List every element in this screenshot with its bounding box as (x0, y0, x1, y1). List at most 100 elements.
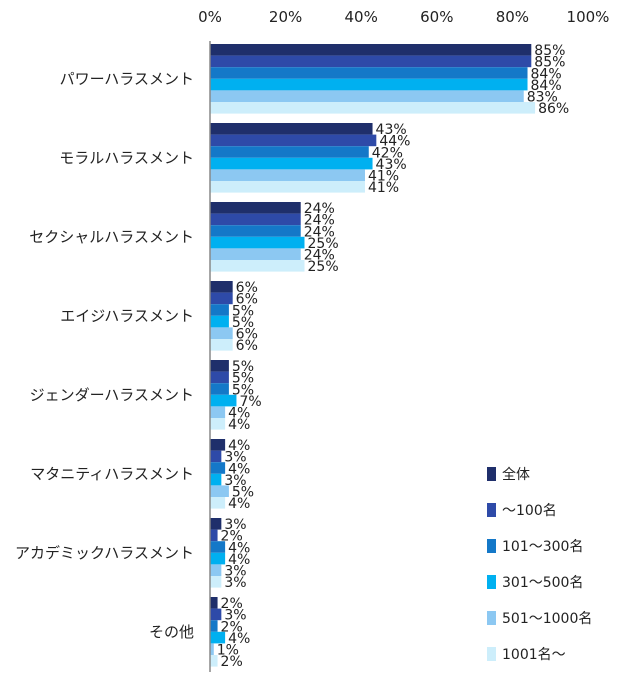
bar (210, 631, 226, 644)
legend-swatch (487, 503, 496, 517)
data-label: 5% (232, 485, 254, 501)
x-tick-label: 40% (345, 8, 378, 26)
data-label: 84% (531, 66, 562, 82)
data-label: 3% (224, 517, 246, 533)
data-label: 24% (304, 224, 335, 240)
data-label: 5% (232, 315, 254, 331)
legend-label: 全体 (502, 466, 530, 483)
x-tick-label: 20% (269, 8, 302, 26)
data-label: 4% (228, 631, 250, 647)
data-label: 4% (228, 406, 250, 422)
bar (210, 406, 226, 418)
x-tick-label: 80% (496, 8, 529, 26)
bar (210, 55, 532, 68)
data-label: 6% (236, 292, 258, 308)
bar (210, 597, 218, 609)
bar (210, 643, 214, 655)
data-label: 83% (527, 90, 558, 106)
bar (210, 236, 305, 249)
x-tick-label: 60% (420, 8, 453, 26)
bar (210, 383, 229, 395)
data-label: 25% (308, 259, 339, 275)
data-label: 44% (379, 134, 410, 150)
bar (210, 450, 222, 463)
data-label: 42% (372, 145, 403, 161)
data-label: 3% (224, 564, 246, 580)
legend-swatch (487, 647, 496, 661)
bar (210, 123, 373, 135)
bar (210, 439, 226, 451)
data-label: 6% (236, 327, 258, 343)
data-label: 41% (368, 169, 399, 185)
bar (210, 576, 222, 588)
bar (210, 202, 301, 214)
bar (210, 78, 528, 91)
legend-label: ～100名 (502, 503, 557, 519)
category-label: パワーハラスメント (60, 70, 194, 88)
data-label: 85% (534, 43, 565, 59)
data-label: 41% (368, 180, 399, 196)
bar (210, 518, 222, 530)
bar (210, 213, 301, 226)
bar (210, 225, 301, 237)
bar (210, 102, 536, 114)
legend-swatch (487, 575, 496, 589)
data-label: 4% (228, 552, 250, 568)
bar-groups (210, 44, 536, 667)
data-label: 24% (304, 248, 335, 264)
bar (210, 304, 229, 316)
legend-label: 501～1000名 (502, 611, 592, 627)
category-label: エイジハラスメント (60, 307, 194, 325)
data-label: 84% (531, 78, 562, 94)
legend-swatch (487, 467, 496, 481)
legend-label: 1001名～ (502, 647, 566, 663)
legend: 全体 ～100名 101～300名 301～500名 501～1000名 1001名～ (487, 466, 592, 663)
data-label: 2% (221, 529, 243, 545)
bar (210, 90, 524, 102)
data-label: 4% (228, 417, 250, 433)
bar (210, 67, 528, 79)
category-labels: パワーハラスメントモラルハラスメントセクシャルハラスメントエイジハラスメントジェ… (15, 70, 194, 641)
legend-swatch (487, 539, 496, 553)
data-label: 5% (232, 359, 254, 375)
bar (210, 541, 226, 553)
data-label: 5% (232, 371, 254, 387)
bar (210, 157, 373, 170)
data-label: 5% (232, 303, 254, 319)
bar (210, 564, 222, 576)
data-label: 3% (224, 608, 246, 624)
data-label: 5% (232, 382, 254, 398)
x-tick-label: 0% (198, 8, 222, 26)
data-label: 6% (236, 280, 258, 296)
data-label: 1% (217, 643, 239, 659)
x-tick-label: 100% (567, 8, 610, 26)
bar (210, 327, 233, 339)
bar (210, 339, 233, 351)
bar (210, 529, 218, 542)
data-label: 43% (376, 122, 407, 138)
data-label: 2% (221, 654, 243, 670)
legend-label: 301～500名 (502, 575, 583, 591)
data-label: 6% (236, 338, 258, 354)
bar (210, 315, 229, 328)
x-axis-ticks: 0% 20% 40% 60% 80% 100% (198, 8, 609, 26)
bar (210, 292, 233, 305)
data-label: 43% (376, 157, 407, 173)
data-label: 85% (534, 55, 565, 71)
data-label: 86% (538, 101, 569, 117)
data-label: 24% (304, 213, 335, 229)
legend-label: 101～300名 (502, 539, 583, 555)
bar (210, 497, 226, 509)
bar (210, 146, 369, 158)
bar (210, 248, 301, 260)
bar (210, 608, 222, 621)
data-label: 4% (228, 496, 250, 512)
data-label: 2% (221, 596, 243, 612)
legend-swatch (487, 611, 496, 625)
data-label: 24% (304, 201, 335, 217)
bar (210, 281, 233, 293)
bar (210, 44, 532, 56)
bar (210, 655, 218, 667)
data-label: 3% (224, 450, 246, 466)
